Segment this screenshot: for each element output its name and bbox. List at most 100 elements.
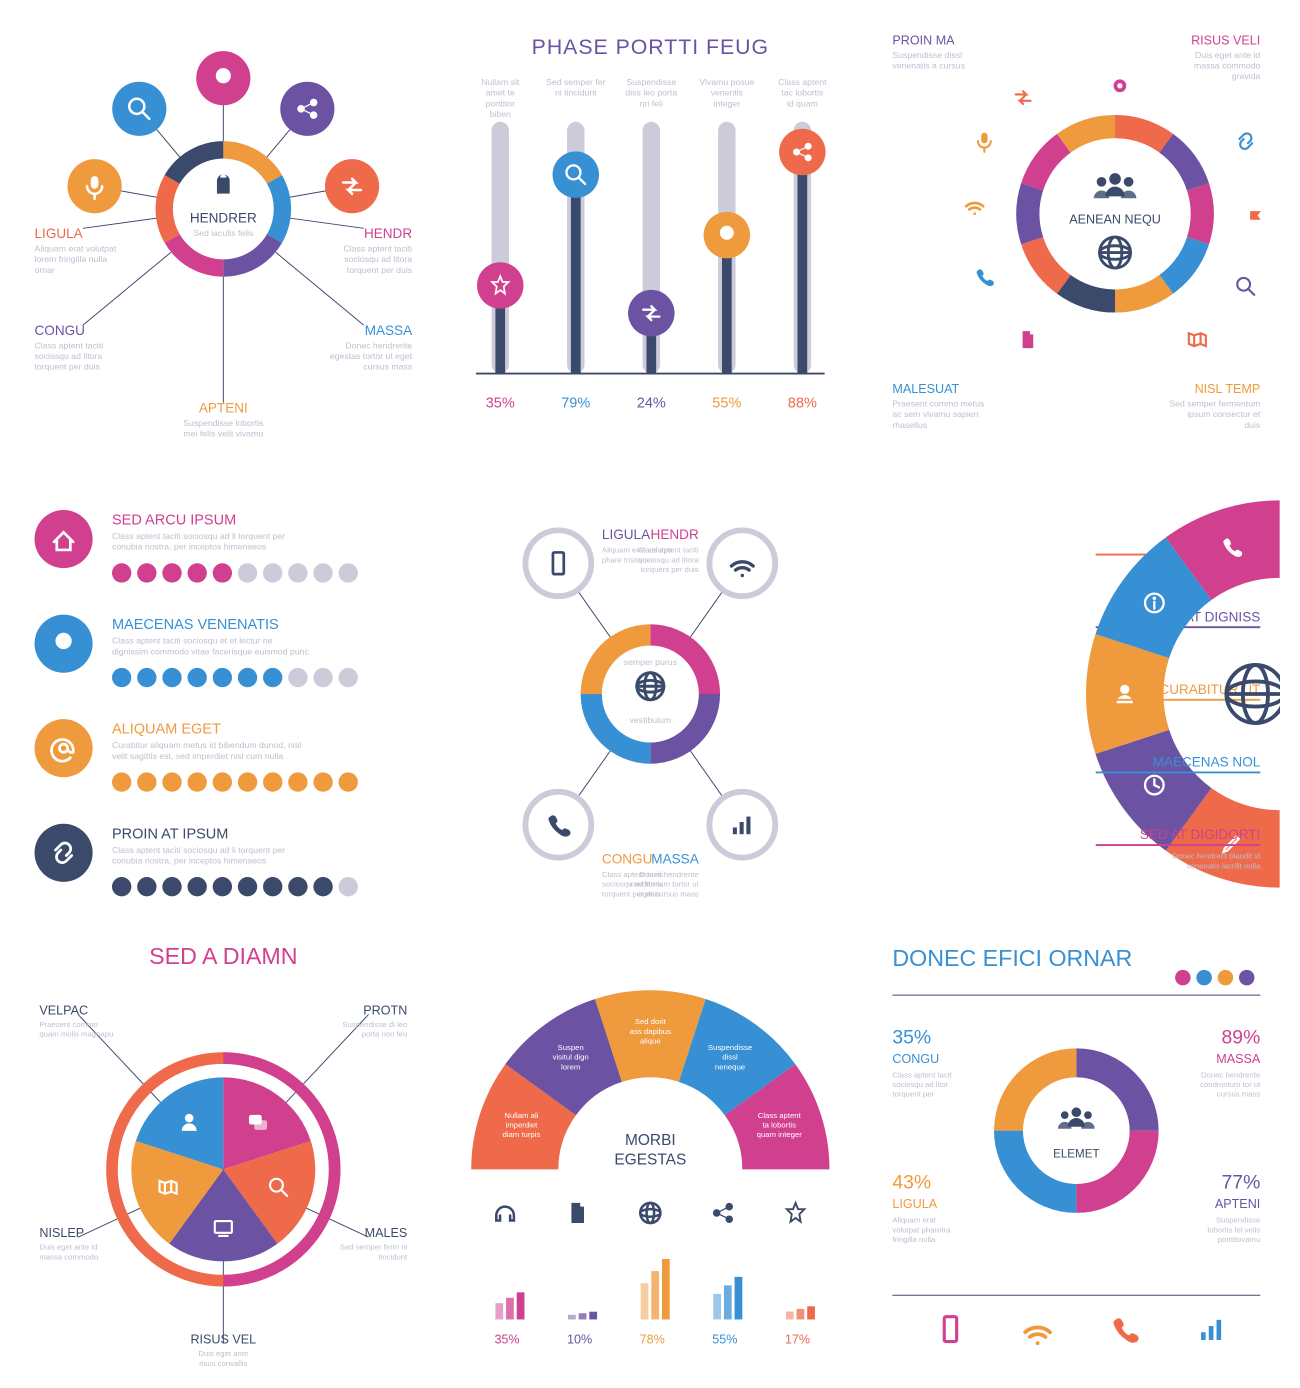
phone-shape-icon <box>945 1317 957 1342</box>
svg-text:Class aptent taciti: Class aptent taciti <box>35 340 104 350</box>
svg-text:Duis eget ante id: Duis eget ante id <box>1195 50 1260 60</box>
svg-text:sociosqu ad litora: sociosqu ad litora <box>344 254 412 264</box>
svg-text:Suspendisse lobortis: Suspendisse lobortis <box>183 418 264 428</box>
svg-text:biben: biben <box>489 109 510 119</box>
bars-icon <box>1201 1320 1221 1340</box>
svg-text:Duis eget ante: Duis eget ante <box>198 1349 248 1358</box>
svg-text:volutpat pharetra: volutpat pharetra <box>893 1225 952 1234</box>
svg-text:SED ARCU IPSUM: SED ARCU IPSUM <box>112 513 236 529</box>
svg-text:mei felis velit vivamu: mei felis velit vivamu <box>183 428 263 438</box>
wifi-icon <box>1026 1327 1051 1343</box>
svg-text:Nullam sit: Nullam sit <box>481 77 520 87</box>
svg-text:MAECENAS NOL: MAECENAS NOL <box>1153 755 1261 770</box>
svg-text:imperdiet: imperdiet <box>505 1120 538 1129</box>
phone-icon <box>1114 1318 1139 1342</box>
segmented-ring: SED A DIAMN VELPACPraesent commo quam mo… <box>20 932 427 1368</box>
svg-text:tac lobortis: tac lobortis <box>781 88 824 98</box>
link-icon <box>1240 133 1253 148</box>
svg-text:quam molis magnapu: quam molis magnapu <box>39 1030 113 1039</box>
svg-text:APTENI: APTENI <box>199 400 248 415</box>
svg-text:Donec hendrerite: Donec hendrerite <box>345 340 412 350</box>
svg-text:Class aptent taciti sociosqu a: Class aptent taciti sociosqu ad li torqu… <box>112 845 285 855</box>
radial-hub-1: HENDRER Sed iaculis felis LIGULAAliquam … <box>20 20 427 456</box>
svg-text:Sed semper fer: Sed semper fer <box>546 77 606 87</box>
svg-text:89%: 89% <box>1222 1026 1261 1048</box>
svg-text:NISLEP: NISLEP <box>39 1226 84 1240</box>
svg-text:Suspendisse: Suspendisse <box>1216 1216 1260 1225</box>
donut-stats: DONEC EFICI ORNAR ELEMET 35%CONGUClass a… <box>873 932 1280 1368</box>
svg-text:Class aptent: Class aptent <box>757 1111 801 1120</box>
svg-text:condmntum tortor ut: condmntum tortor ut <box>629 880 699 889</box>
hub-4-nodes: semper purus vestibulum LIGULAAliquam er… <box>447 476 854 912</box>
lollipop-chart: PHASE PORTTI FEUG Nullam sit amet te por… <box>447 20 854 456</box>
svg-text:Suspendisse: Suspendisse <box>626 77 676 87</box>
svg-text:semper purus: semper purus <box>623 657 677 667</box>
svg-text:LIGULA: LIGULA <box>35 226 84 241</box>
map-icon <box>1189 333 1206 346</box>
svg-text:AENEAN NEQU: AENEAN NEQU <box>1070 212 1162 226</box>
svg-text:Aliquam erat: Aliquam erat <box>893 1216 937 1225</box>
svg-text:condmntum tor ut: condmntum tor ut <box>1200 1080 1261 1089</box>
svg-text:ta lobortis: ta lobortis <box>762 1120 796 1129</box>
svg-text:ac sem vivamu sapien: ac sem vivamu sapien <box>893 409 979 419</box>
svg-text:duis: duis <box>1245 420 1262 430</box>
svg-text:quam integer: quam integer <box>756 1130 802 1139</box>
svg-text:79%: 79% <box>561 395 590 411</box>
svg-text:venentis: venentis <box>710 88 743 98</box>
svg-text:torquent per: torquent per <box>893 1090 935 1099</box>
svg-text:17%: 17% <box>785 1333 810 1347</box>
svg-text:MASSA: MASSA <box>651 851 699 866</box>
svg-text:Suspendisse di leo: Suspendisse di leo <box>342 1020 407 1029</box>
svg-text:massa commodo: massa commodo <box>1194 61 1260 71</box>
svg-text:PROTN: PROTN <box>363 1003 407 1017</box>
svg-text:Suspendisse dissl: Suspendisse dissl <box>893 50 963 60</box>
svg-text:10%: 10% <box>567 1333 592 1347</box>
svg-text:43%: 43% <box>893 1172 932 1194</box>
svg-text:gravida: gravida <box>1232 71 1261 81</box>
svg-text:Sed iaculis felis: Sed iaculis felis <box>193 228 254 238</box>
svg-text:lobortis fel velis: lobortis fel velis <box>1208 1225 1261 1234</box>
svg-text:integer: integer <box>713 98 740 108</box>
svg-text:conubia nostra, per inceptos h: conubia nostra, per inceptos himenaeos <box>112 542 267 552</box>
ring-with-icons: PROIN MASuspendisse dissl venenatis a cu… <box>873 20 1280 456</box>
svg-text:venenatis lacrilit nulla: venenatis lacrilit nulla <box>1187 861 1261 870</box>
svg-text:lorem: lorem <box>561 1062 580 1071</box>
arch-chart: Nullam ali imperdiet diam turpisSuspen v… <box>447 932 854 1368</box>
svg-text:PROIN MA: PROIN MA <box>893 33 956 47</box>
svg-text:Sed semper fermentum: Sed semper fermentum <box>1170 398 1261 408</box>
doc-icon <box>571 1203 584 1223</box>
svg-text:torquent per duis: torquent per duis <box>35 362 101 372</box>
svg-text:35%: 35% <box>485 395 514 411</box>
flag-icon <box>1250 211 1261 226</box>
svg-text:SED AT DIGIDORTI: SED AT DIGIDORTI <box>1140 827 1260 842</box>
svg-text:diam turpis: diam turpis <box>502 1130 540 1139</box>
svg-text:Class aptent: Class aptent <box>778 77 827 87</box>
svg-text:35%: 35% <box>494 1333 519 1347</box>
svg-text:Class aptent taciti sociosqu a: Class aptent taciti sociosqu ad li torqu… <box>112 531 285 541</box>
svg-text:MAECENAS VENENATIS: MAECENAS VENENATIS <box>112 617 279 633</box>
svg-text:ornar: ornar <box>35 265 55 275</box>
svg-text:massa commodo: massa commodo <box>39 1252 98 1261</box>
svg-text:78%: 78% <box>639 1333 664 1347</box>
svg-text:Praesent commo: Praesent commo <box>39 1020 97 1029</box>
svg-text:CONGU: CONGU <box>602 851 652 866</box>
svg-text:neneque: neneque <box>715 1062 745 1071</box>
svg-text:Class aptent taciti: Class aptent taciti <box>343 244 412 254</box>
svg-text:eget cursus mass: eget cursus mass <box>638 889 699 898</box>
svg-text:porttitovamu: porttitovamu <box>1218 1235 1261 1244</box>
svg-text:ass dapibus: ass dapibus <box>629 1027 670 1036</box>
svg-text:Nullam ali: Nullam ali <box>504 1111 538 1120</box>
dot-progress-list: SED ARCU IPSUM Class aptent taciti socios… <box>20 476 427 912</box>
svg-text:Duis eget ante id: Duis eget ante id <box>39 1243 97 1252</box>
svg-text:Suspendisse: Suspendisse <box>708 1043 752 1052</box>
share-icon <box>713 1203 733 1223</box>
svg-text:MORBI: MORBI <box>625 1132 676 1149</box>
svg-text:ipsum consectur et: ipsum consectur et <box>1188 409 1262 419</box>
svg-text:diss leo porta: diss leo porta <box>625 88 677 98</box>
svg-text:alique: alique <box>640 1036 661 1045</box>
svg-text:Vivamu posue: Vivamu posue <box>699 77 754 87</box>
svg-text:APTENI: APTENI <box>1215 1197 1260 1211</box>
center-title: HENDRER <box>190 211 257 226</box>
svg-text:Class aptent tacit: Class aptent tacit <box>893 1070 953 1079</box>
crescent-list: PHASELLUSISuspendisse lobortis felis ege… <box>873 476 1280 912</box>
